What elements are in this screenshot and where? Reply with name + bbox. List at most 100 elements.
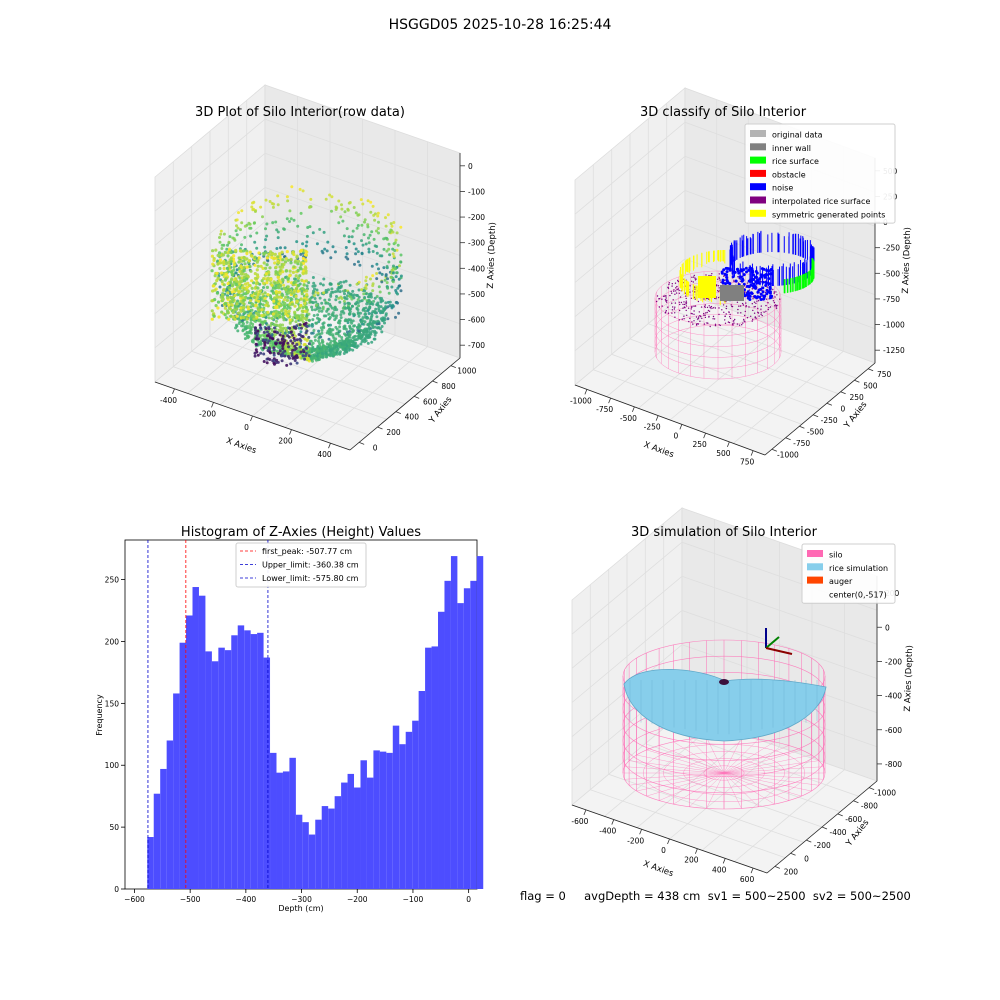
x-tick-label: -400: [599, 827, 616, 836]
data-point: [273, 256, 277, 260]
data-point: [361, 333, 365, 337]
silo-wire: [706, 737, 725, 774]
interpolated-point: [674, 316, 676, 318]
data-point: [258, 318, 262, 322]
noise-point: [728, 268, 732, 272]
data-point: [259, 264, 263, 268]
data-point: [278, 323, 282, 327]
data-point: [253, 263, 257, 267]
interpolated-point: [671, 309, 674, 311]
data-point: [218, 266, 222, 271]
data-point: [329, 333, 333, 336]
data-point: [355, 226, 359, 230]
gridline: [154, 118, 461, 212]
noise-point: [769, 296, 773, 300]
data-point: [221, 297, 225, 301]
data-point: [256, 275, 260, 279]
data-point: [270, 316, 274, 320]
data-point: [331, 245, 335, 249]
data-point: [281, 337, 285, 341]
data-point: [257, 251, 261, 255]
histogram-bar: [282, 771, 290, 889]
interpolated-point: [772, 297, 774, 299]
data-point: [330, 306, 334, 310]
data-point: [261, 296, 264, 300]
gridline: [246, 100, 442, 374]
data-point: [385, 265, 389, 268]
data-point: [242, 259, 246, 263]
data-point: [235, 314, 239, 318]
data-point: [249, 234, 253, 238]
data-point: [292, 325, 296, 329]
interpolated-point: [714, 323, 717, 325]
data-point: [304, 279, 308, 283]
data-point: [364, 279, 368, 283]
data-point: [261, 215, 264, 219]
data-point: [295, 361, 299, 365]
data-point: [299, 248, 304, 252]
data-point: [360, 251, 364, 255]
data-point: [292, 336, 296, 340]
interpolated-point: [674, 302, 677, 304]
y-tick-label: -1000: [777, 450, 799, 459]
data-point: [301, 305, 305, 310]
data-point: [367, 236, 370, 240]
data-point: [357, 326, 361, 330]
data-point: [272, 202, 276, 206]
interpolated-point: [729, 313, 731, 316]
data-point: [338, 321, 342, 325]
y-tick: [868, 787, 875, 790]
data-point: [285, 250, 289, 254]
data-point: [313, 335, 317, 339]
interpolated-point: [658, 306, 661, 308]
data-point: [296, 279, 300, 283]
data-point: [266, 341, 270, 345]
data-point: [282, 340, 286, 344]
interpolated-point: [685, 302, 688, 304]
data-point: [282, 286, 286, 290]
interpolated-point: [714, 324, 717, 327]
legend-label: obstacle: [772, 170, 806, 179]
x-tick: [727, 441, 730, 448]
data-point: [235, 224, 238, 228]
interpolated-point: [717, 278, 719, 280]
histogram-bar: [399, 744, 406, 889]
data-point: [278, 290, 282, 294]
data-point: [273, 252, 277, 256]
interpolated-point: [737, 308, 739, 311]
interpolated-point: [757, 307, 759, 310]
y-tick-label: 250: [849, 393, 864, 402]
interpolated-point: [678, 289, 680, 292]
data-point: [294, 294, 298, 298]
interpolated-point: [746, 317, 749, 319]
data-point: [287, 345, 290, 349]
data-point: [281, 347, 285, 350]
interpolated-point: [685, 297, 687, 300]
x-tick: [679, 424, 683, 430]
data-point: [387, 291, 391, 295]
silo-wire: [723, 772, 742, 809]
data-point: [289, 330, 293, 334]
noise-point: [768, 282, 772, 286]
interpolated-point: [685, 305, 688, 307]
interpolated-point: [773, 305, 776, 307]
y-tick-label: 0: [373, 443, 378, 452]
data-point: [320, 309, 324, 313]
data-point: [225, 247, 229, 251]
data-point: [343, 302, 347, 306]
y-tick: [359, 441, 365, 445]
data-point: [397, 311, 401, 315]
histogram-bar: [392, 725, 400, 889]
data-point: [315, 354, 319, 358]
silo-wire: [723, 772, 812, 792]
interpolated-point: [711, 273, 713, 275]
data-point: [324, 349, 328, 352]
data-point: [220, 247, 224, 250]
data-point: [357, 329, 361, 333]
symmetric-block: [698, 276, 716, 298]
data-point: [253, 351, 257, 355]
data-point: [333, 306, 337, 310]
data-point: [320, 328, 324, 332]
interpolated-point: [719, 279, 721, 281]
y-tick: [450, 365, 456, 369]
